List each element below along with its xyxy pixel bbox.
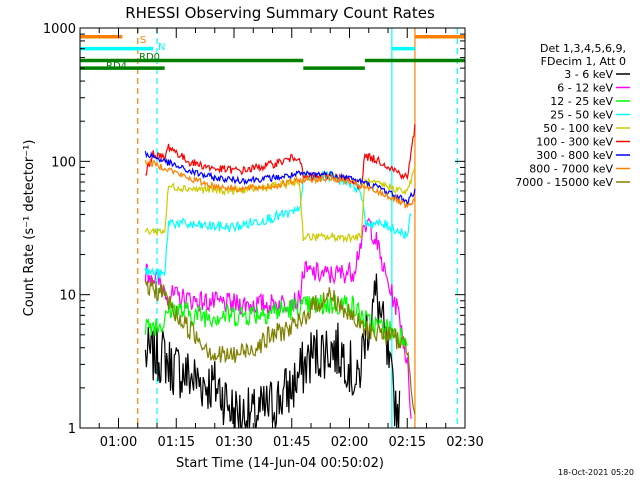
- flag-label-n: N: [158, 42, 165, 53]
- x-tick-label: 01:00: [100, 435, 137, 450]
- series-line-7: [144, 159, 416, 209]
- x-tick-label: 02:30: [446, 435, 483, 450]
- legend-label: 50 - 100 keV: [543, 122, 613, 135]
- legend-label: 800 - 7000 keV: [529, 163, 613, 176]
- flag-label-s: S: [140, 35, 146, 46]
- legend-label: 7000 - 15000 keV: [515, 176, 613, 189]
- legend-header-line: Det 1,3,4,5,6,9,: [540, 42, 626, 55]
- x-tick-label: 01:30: [215, 435, 252, 450]
- legend-label: 3 - 6 keV: [564, 68, 613, 81]
- flag-label-rd4: RD4: [106, 61, 127, 72]
- x-axis-label: Start Time (14-Jun-04 00:50:02): [176, 456, 384, 471]
- legend-header-line: FDecim 1, Att 0: [541, 55, 626, 68]
- legend-label: 6 - 12 keV: [557, 82, 613, 95]
- plot-area: [80, 28, 465, 428]
- y-tick-label: 1: [68, 422, 76, 437]
- series-line-3: [144, 170, 412, 279]
- series-line-8: [144, 277, 416, 415]
- x-tick-label: 02:00: [331, 435, 368, 450]
- legend-label: 100 - 300 keV: [536, 136, 613, 149]
- legend-label: 300 - 800 keV: [536, 149, 613, 162]
- legend-label: 25 - 50 keV: [550, 109, 613, 122]
- y-axis-label: Count Rate (s⁻¹ detector⁻¹): [22, 140, 37, 317]
- flag-label-rd0: RD0: [139, 52, 160, 63]
- series-line-5: [145, 124, 416, 191]
- chart-title: RHESSI Observing Summary Count Rates: [125, 4, 435, 22]
- legend-label: 12 - 25 keV: [550, 95, 613, 108]
- x-tick-label: 01:15: [158, 435, 195, 450]
- y-tick-label: 10: [59, 289, 76, 304]
- x-tick-label: 02:15: [389, 435, 426, 450]
- timestamp: 18-Oct-2021 05:20: [558, 468, 634, 477]
- axes: 1 10 100 1000 01:00 01:15 01:30 01:45 02:00 02:15…: [43, 22, 484, 450]
- y-tick-label: 1000: [43, 22, 76, 37]
- x-tick-label: 01:45: [273, 435, 310, 450]
- legend: Det 1,3,4,5,6,9,FDecim 1, Att 03 - 6 keV…: [515, 42, 630, 189]
- y-tick-label: 100: [51, 155, 76, 170]
